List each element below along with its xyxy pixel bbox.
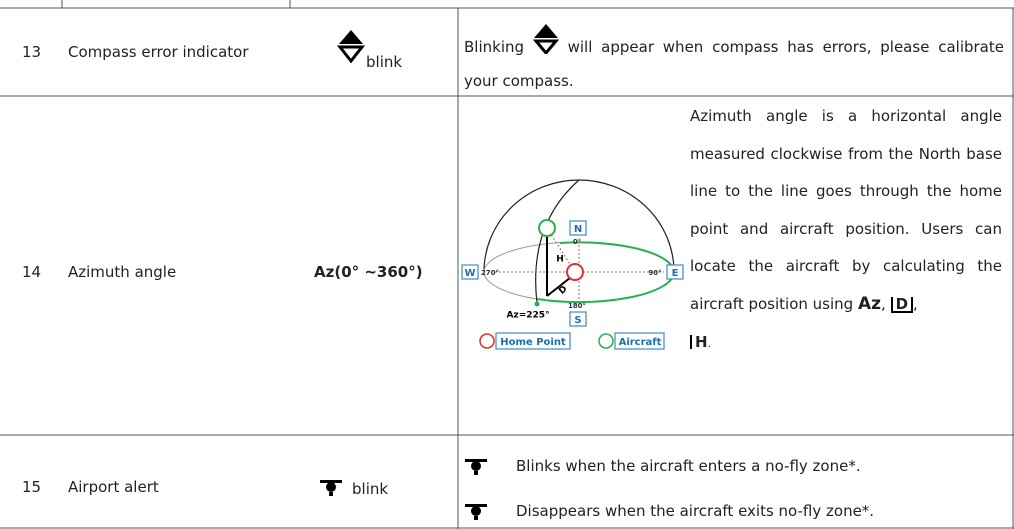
- symbol-label: Az(0° ~360°): [314, 263, 423, 281]
- legend-home: Home Point: [500, 337, 566, 348]
- punctuation: ,: [913, 294, 918, 313]
- description-text: will appear when compass has errors, ple…: [464, 38, 1004, 90]
- angle-label: 180°: [568, 302, 586, 310]
- azimuth-label: Az=225°: [506, 311, 549, 321]
- description-text: Blinks when the aircraft enters a no-fly…: [516, 457, 861, 475]
- south-label: S: [574, 315, 581, 326]
- distance-icon: D: [890, 296, 914, 313]
- description-text: Disappears when the aircraft exits no-fl…: [516, 502, 875, 520]
- description-text: Blinking: [464, 38, 525, 56]
- angle-label: 270°: [481, 269, 499, 277]
- item-name: Airport alert: [68, 478, 159, 496]
- row-number: 15: [22, 478, 42, 496]
- az-symbol: Az: [857, 293, 882, 314]
- row-number: 13: [22, 43, 42, 61]
- west-label: W: [464, 268, 475, 279]
- angle-label: 0°: [573, 238, 581, 246]
- row-number: 14: [22, 263, 42, 281]
- azimuth-diagram: N 0° W 270° 90° E 180° S Az=225° H D Hom…: [461, 179, 684, 350]
- angle-label: 90°: [648, 269, 661, 277]
- airport-icon: [320, 459, 487, 520]
- height-icon-label: H: [556, 255, 564, 265]
- punctuation: ,: [881, 294, 886, 313]
- punctuation: .: [707, 336, 712, 350]
- description: Azimuth angle is a horizontal angle meas…: [690, 98, 1002, 362]
- symbol-label: blink: [352, 480, 389, 498]
- height-icon: H: [690, 334, 708, 349]
- description-text: Azimuth angle is a horizontal angle meas…: [690, 107, 1002, 313]
- symbol-label: blink: [366, 53, 403, 71]
- description: Blinking will appear when compass has er…: [464, 24, 1004, 98]
- item-name: Azimuth angle: [68, 263, 177, 281]
- north-label: N: [574, 224, 582, 235]
- east-label: E: [672, 268, 679, 279]
- item-name: Compass error indicator: [68, 43, 249, 61]
- compass-icon: [532, 24, 560, 56]
- legend-aircraft: Aircraft: [619, 337, 662, 348]
- compass-icon: [336, 30, 366, 64]
